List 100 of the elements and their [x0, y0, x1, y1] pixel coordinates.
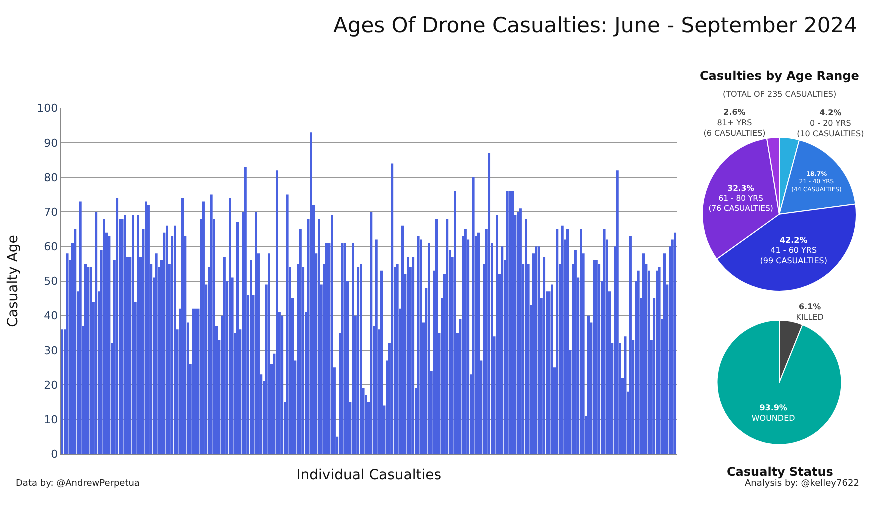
- bar: [103, 219, 106, 454]
- bar: [192, 308, 195, 454]
- bar: [286, 194, 289, 454]
- bar: [132, 216, 134, 454]
- data-label: 6.1%: [798, 302, 822, 312]
- bar: [174, 226, 176, 454]
- bar: [181, 198, 184, 454]
- bar: [137, 216, 140, 454]
- bar: [79, 202, 82, 454]
- x-axis-title: Individual Casualties: [296, 467, 442, 484]
- bar: [341, 243, 344, 454]
- slice-label: 81+ YRS (6 CASUALTIES): [704, 118, 766, 138]
- bar: [538, 246, 540, 454]
- chart-title: Casulties by Age Range: [700, 69, 860, 83]
- bar: [318, 219, 320, 454]
- bar: [229, 198, 232, 454]
- bar: [509, 191, 512, 454]
- bar: [477, 232, 480, 454]
- bar: [637, 270, 640, 454]
- y-tick-label: 60: [44, 240, 58, 254]
- bar: [580, 229, 582, 454]
- bar: [210, 194, 213, 454]
- slice-label: 0 - 20 YRS (10 CASUALTIES): [797, 118, 864, 138]
- bar: [121, 219, 124, 454]
- text: Analysis by: @kelley7622: [745, 479, 860, 489]
- bar: [244, 167, 247, 454]
- bar: [155, 254, 158, 454]
- bar: [420, 240, 422, 454]
- y-tick-label: 20: [44, 378, 58, 392]
- bar: [587, 316, 590, 454]
- bar: [656, 270, 658, 454]
- chart-subtitle: (TOTAL OF 235 CASUALTIES): [723, 90, 837, 99]
- chart-title: Ages Of Drone Casualties: June - September 2024: [334, 14, 858, 38]
- bar: [236, 222, 240, 454]
- bar: [464, 229, 467, 454]
- bar: [454, 191, 456, 454]
- bar: [603, 229, 606, 454]
- bar: [375, 240, 378, 454]
- bar: [344, 243, 346, 454]
- bar: [674, 232, 677, 454]
- bar: [166, 226, 168, 454]
- bar: [61, 330, 64, 454]
- bar: [561, 226, 564, 454]
- bar: [543, 257, 546, 454]
- bar: [629, 236, 632, 454]
- slice-label: 61 - 80 YRS (76 CASUALTIES): [708, 194, 774, 213]
- bar: [506, 191, 509, 454]
- bar: [124, 216, 126, 454]
- text: Casualty Status: [727, 465, 834, 479]
- y-tick-label: 80: [44, 171, 58, 184]
- bar: [593, 260, 596, 454]
- bar: [310, 132, 312, 454]
- bar: [147, 205, 150, 454]
- bar: [525, 219, 528, 454]
- bar: [299, 229, 302, 454]
- data-label: 4.2%: [820, 108, 842, 118]
- bar: [331, 216, 334, 454]
- bar: [472, 178, 475, 454]
- bar: [496, 216, 498, 454]
- y-tick-label: 70: [44, 206, 58, 219]
- y-tick-label: 0: [51, 448, 58, 461]
- bar: [360, 264, 362, 454]
- bar: [574, 250, 577, 454]
- bar: [663, 254, 666, 454]
- bar: [352, 243, 354, 454]
- y-tick-label: 50: [44, 275, 58, 288]
- data-label: 2.6%: [724, 108, 746, 118]
- data-label: 32.3%: [728, 184, 755, 193]
- bar: [417, 236, 420, 454]
- bar: [396, 264, 399, 454]
- bar: [66, 254, 69, 454]
- y-tick-label: 30: [44, 344, 58, 358]
- y-tick-label: 90: [44, 136, 58, 150]
- text: Data by: @AndrewPerpetua: [16, 479, 140, 489]
- bar: [145, 202, 148, 454]
- bar: [268, 254, 270, 454]
- bar: [407, 257, 410, 454]
- bar: [488, 153, 491, 454]
- bar: [519, 208, 522, 454]
- slice-label: 41 - 60 YRS (99 CASUALTIES): [760, 246, 828, 266]
- y-axis-title: Casualty Age: [6, 235, 22, 328]
- bar: [517, 212, 520, 454]
- pie-slice: [716, 320, 842, 446]
- bar: [642, 254, 646, 454]
- bar: [90, 267, 92, 454]
- y-tick-label: 100: [37, 102, 58, 116]
- bar: [223, 257, 226, 454]
- slice-label: KILLED: [796, 312, 824, 322]
- bar: [276, 170, 278, 454]
- bar: [401, 226, 404, 454]
- bar: [595, 260, 598, 454]
- y-tick-label: 10: [44, 413, 58, 426]
- bar: [255, 212, 258, 454]
- bar: [616, 170, 619, 454]
- bar: [658, 267, 661, 454]
- slice-label: WOUNDED: [752, 414, 796, 423]
- bar: [428, 243, 430, 454]
- data-label: 42.2%: [780, 236, 808, 245]
- y-tick-label: 40: [44, 310, 58, 323]
- bar: [250, 260, 252, 454]
